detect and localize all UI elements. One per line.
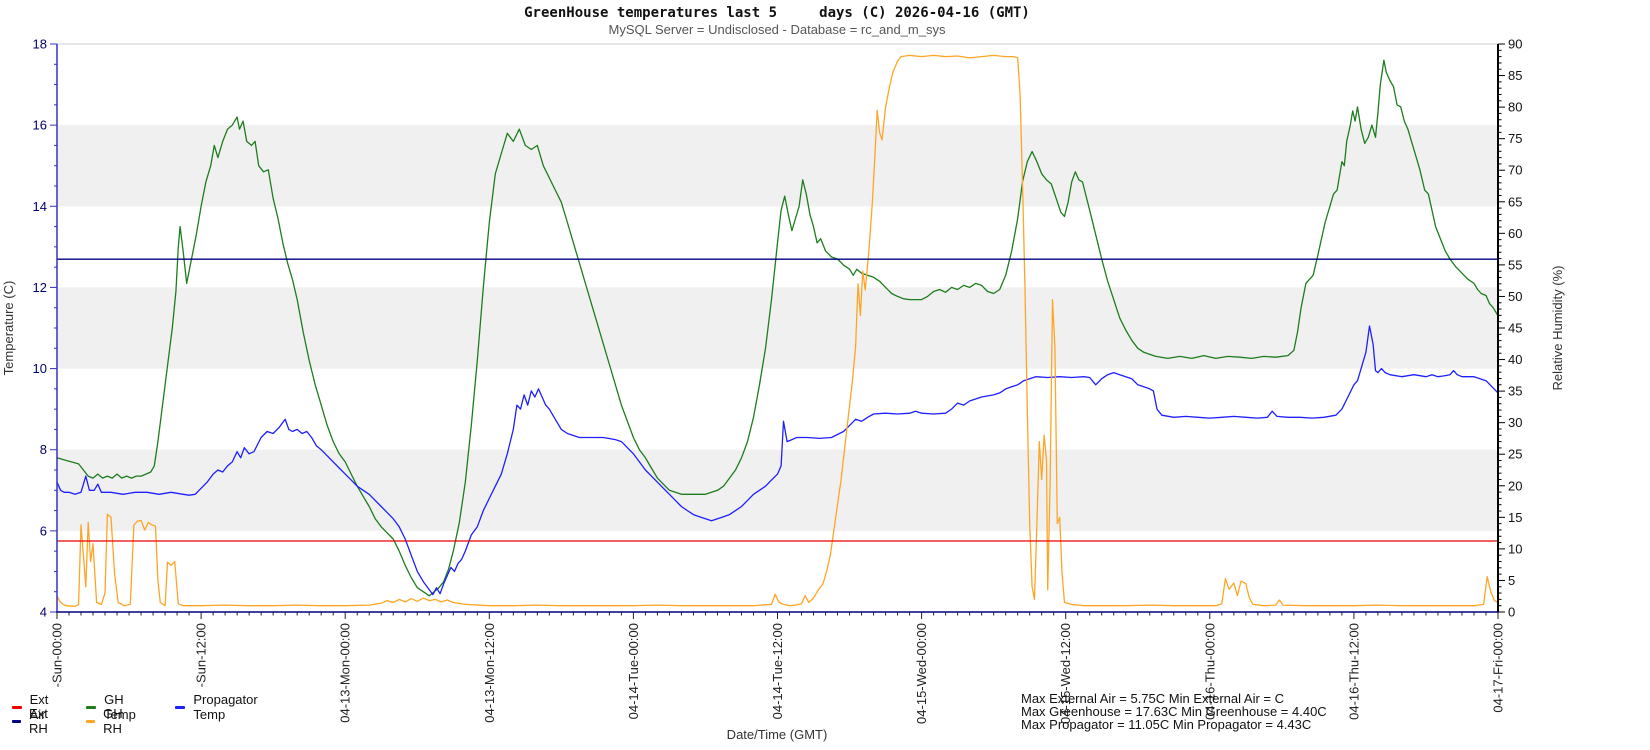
gh-temp-swatch	[86, 705, 97, 709]
left-axis-tick-label: 10	[33, 361, 47, 376]
left-axis-tick-label: 4	[40, 605, 47, 620]
legend-label-ext-air: Ext Air	[29, 692, 49, 722]
plot-band	[57, 125, 1498, 207]
x-axis-tick-label: -Sun-12:00	[194, 623, 209, 687]
x-axis-tick-label: 04-16-Thu-00:00	[1202, 623, 1217, 720]
right-axis-tick-label: 85	[1508, 68, 1522, 83]
left-axis-title: Temperature (C)	[1, 281, 16, 376]
legend-label-gh-temp: GH Temp	[104, 692, 136, 722]
left-axis-tick-label: 14	[33, 199, 47, 214]
left-axis-tick-label: 6	[40, 523, 47, 538]
right-axis-tick-label: 45	[1508, 321, 1522, 336]
propagator-temp-swatch	[175, 705, 186, 709]
left-axis-tick-label: 16	[33, 118, 47, 133]
legend-item-gh-rh: GH RH	[86, 706, 129, 736]
left-axis-tick-label: 8	[40, 442, 47, 457]
right-axis-tick-label: 65	[1508, 194, 1522, 209]
right-axis-tick-label: 0	[1508, 605, 1515, 620]
legend-item-gh-temp: GH Temp	[86, 692, 141, 722]
x-axis-tick-label: 04-16-Thu-12:00	[1346, 623, 1361, 720]
x-axis-tick-label: 04-15-Wed-12:00	[1058, 623, 1073, 724]
right-axis-tick-label: 50	[1508, 289, 1522, 304]
right-axis-tick-label: 10	[1508, 541, 1522, 556]
legend-item-ext-air: Ext Air	[12, 692, 54, 722]
x-axis-tick-label: 04-14-Tue-00:00	[626, 623, 641, 719]
x-axis-tick-label: 04-17-Fri-00:00	[1491, 623, 1506, 713]
ext-rh-swatch	[12, 719, 22, 723]
x-axis-title: Date/Time (GMT)	[726, 727, 828, 742]
right-axis-tick-label: 5	[1508, 573, 1515, 588]
left-axis-tick-label: 18	[33, 37, 47, 52]
legend-item-ext-rh: Ext RH	[12, 706, 54, 736]
legend-label-gh-rh: GH RH	[103, 706, 123, 736]
gh-rh-swatch	[86, 719, 96, 723]
right-axis-tick-label: 30	[1508, 415, 1522, 430]
annotation-greenhouse: Max Greenhouse = 17.63C Min Greenhouse =…	[1021, 704, 1327, 719]
series-propagator-temp-line	[56, 325, 1499, 596]
right-axis-tick-label: 70	[1508, 163, 1522, 178]
right-axis-tick-label: 15	[1508, 510, 1522, 525]
chart-title: GreenHouse temperatures last 5 days (C) …	[524, 5, 1030, 21]
right-axis-tick-label: 35	[1508, 384, 1522, 399]
chart-subtitle: MySQL Server = Undisclosed - Database = …	[608, 22, 946, 37]
x-axis-tick-label: 04-14-Tue-12:00	[770, 623, 785, 719]
x-axis-tick-label: 04-15-Wed-00:00	[914, 623, 929, 724]
x-axis-tick-label: -Sun-00:00	[50, 623, 65, 687]
x-axis-tick-label: 04-13-Mon-00:00	[338, 623, 353, 723]
plot-band	[57, 449, 1498, 531]
legend-label-ext-rh: Ext RH	[29, 706, 48, 736]
legend-item-propagator-temp: Propagator Temp	[175, 692, 262, 722]
right-axis-title: Relative Humidity (%)	[1550, 266, 1565, 391]
right-axis-tick-label: 40	[1508, 352, 1522, 367]
annotation-external-air: Max External Air = 5.75C Min External Ai…	[1021, 691, 1284, 706]
right-axis-tick-label: 60	[1508, 226, 1522, 241]
legend-label-propagator-temp: Propagator Temp	[193, 692, 258, 722]
right-axis-tick-label: 20	[1508, 478, 1522, 493]
right-axis-tick-label: 75	[1508, 131, 1522, 146]
right-axis-tick-label: 90	[1508, 37, 1522, 52]
ext-air-swatch	[12, 705, 22, 709]
right-axis-tick-label: 80	[1508, 100, 1522, 115]
annotation-propagator: Max Propagator = 11.05C Min Propagator =…	[1021, 717, 1312, 732]
x-axis-tick-label: 04-13-Mon-12:00	[482, 623, 497, 723]
series-gh-temp-line	[56, 59, 1499, 597]
left-axis-tick-label: 12	[33, 280, 47, 295]
right-axis-tick-label: 25	[1508, 447, 1522, 462]
series-gh-rh-line	[56, 54, 1499, 607]
right-axis-tick-label: 55	[1508, 257, 1522, 272]
